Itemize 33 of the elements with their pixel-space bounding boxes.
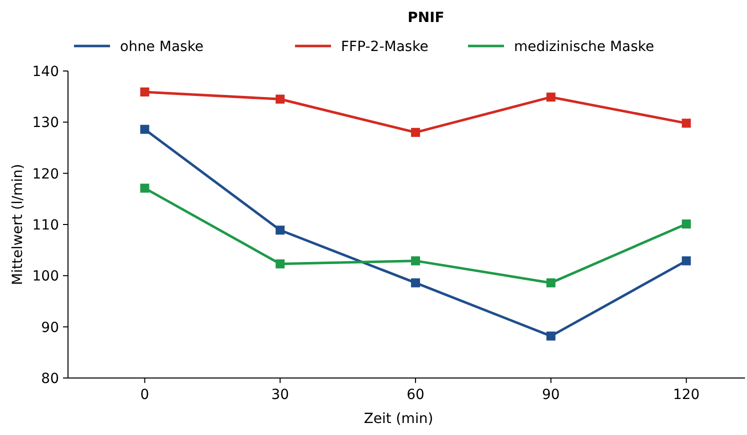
point [682, 118, 691, 128]
point [682, 256, 691, 266]
point [140, 87, 150, 96]
x-tick-label: 60 [406, 387, 424, 403]
x-tick-label: 120 [672, 387, 700, 403]
legend-label: FFP-2-Maske [341, 39, 428, 55]
point [411, 256, 420, 266]
point [140, 184, 150, 193]
y-tick-label: 90 [41, 320, 59, 336]
y-tick-label: 80 [41, 371, 59, 387]
point [682, 219, 691, 228]
x-axis-title: Zeit (min) [364, 411, 434, 427]
legend-label: medizinische Maske [514, 39, 654, 55]
x-tick-label: 30 [271, 387, 290, 403]
point [546, 278, 556, 288]
x-tick-label: 0 [140, 387, 150, 403]
y-tick-label: 100 [32, 268, 59, 285]
point [546, 332, 556, 341]
y-tick-label: 140 [32, 64, 59, 80]
point [276, 259, 285, 268]
point [411, 278, 420, 288]
point [411, 128, 420, 137]
point [276, 94, 285, 104]
point [140, 124, 150, 134]
y-axis-title: Mittelwert (l/min) [10, 164, 26, 286]
point [546, 92, 556, 102]
y-tick-label: 130 [32, 115, 59, 132]
point [276, 226, 285, 235]
y-tick-label: 120 [32, 166, 59, 182]
chart-title: PNIF [408, 10, 444, 26]
legend-label: ohne Maske [120, 39, 204, 55]
x-tick-label: 90 [542, 387, 560, 403]
y-tick-label: 110 [32, 218, 59, 234]
